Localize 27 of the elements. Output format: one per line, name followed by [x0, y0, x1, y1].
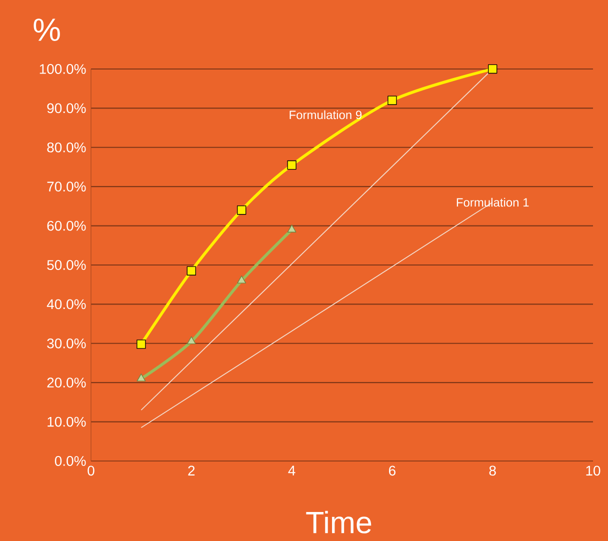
y-tick-label: 20.0%: [47, 378, 86, 388]
y-tick-label: 80.0%: [47, 142, 86, 152]
x-tick-label: 0: [88, 466, 94, 476]
y-tick-label: 70.0%: [47, 182, 86, 192]
point: [186, 266, 196, 276]
point: [388, 96, 397, 105]
y-tick-label: 10.0%: [48, 416, 86, 427]
y-tick-label: 60.0%: [47, 220, 86, 231]
x-tick-label: 8: [489, 466, 496, 476]
y-axis-title: %: [34, 18, 60, 41]
x-tick-label: 10: [586, 466, 600, 476]
x-axis-title: Time: [306, 510, 372, 534]
y-tick-label: 100.0%: [40, 64, 86, 74]
point: [488, 64, 498, 74]
point: [287, 160, 296, 170]
y-tick-label: 90.0%: [47, 103, 86, 114]
y-tick-label: 50.0%: [47, 260, 86, 270]
point: [237, 206, 246, 215]
y-tick-label: 30.0%: [47, 338, 86, 348]
annotation: Formulation 1: [456, 198, 529, 207]
x-tick-label: 6: [389, 466, 396, 476]
annotation: Formulation 9: [290, 110, 362, 120]
x-tick-label: 2: [188, 466, 195, 476]
x-tick-label: 4: [288, 466, 296, 476]
point: [136, 340, 146, 349]
y-tick-label: 40.0%: [46, 299, 86, 310]
y-tick-label: 0.0%: [54, 456, 86, 466]
